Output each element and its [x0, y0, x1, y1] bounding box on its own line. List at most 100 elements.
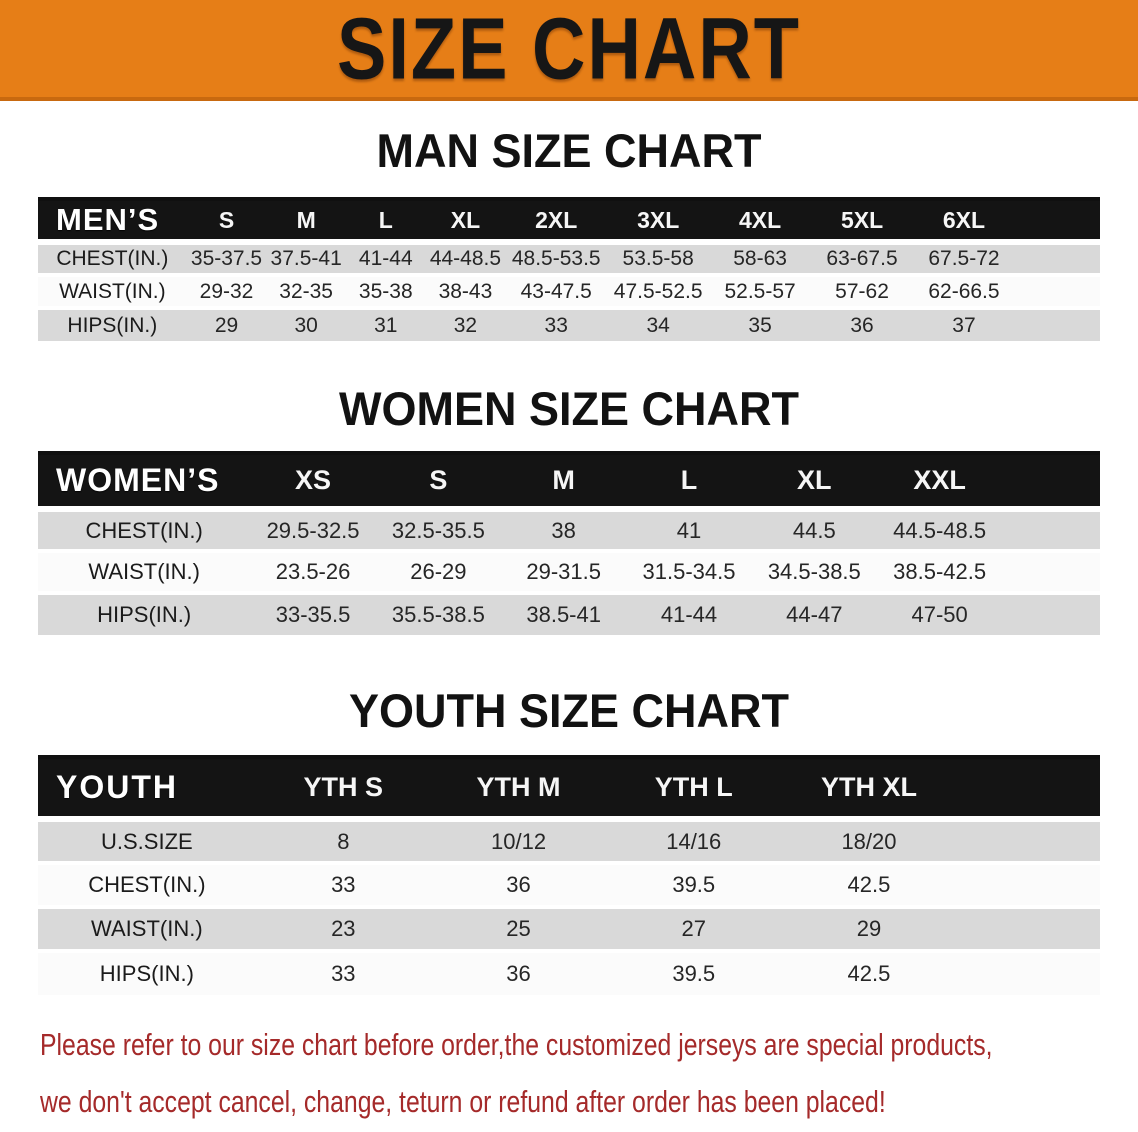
size-column-header: XS: [295, 465, 332, 495]
size-column-header: YTH S: [303, 772, 384, 802]
size-value-cell: 41-44: [660, 602, 718, 627]
size-value-cell: 23: [331, 916, 356, 941]
size-value-cell: 44-48.5: [429, 247, 502, 270]
size-column-header: YTH XL: [820, 772, 917, 802]
row-spacer: [957, 907, 1100, 951]
size-value-cell: 62-66.5: [928, 279, 1000, 303]
size-value-cell: 27: [681, 916, 706, 941]
size-value-cell: 14/16: [666, 828, 722, 854]
row-spacer: [957, 951, 1100, 995]
size-header-row: YOUTH YTH S YTH M YTH L YTH XL: [38, 757, 1100, 819]
header-spacer: [1015, 199, 1100, 242]
header-spacer: [957, 757, 1100, 819]
size-column-header: 6XL: [942, 206, 986, 233]
men-section-title: MAN SIZE CHART: [376, 123, 762, 178]
size-value-cell: 34: [646, 313, 670, 337]
size-column-header: L: [378, 206, 393, 233]
size-value-cell: 30: [294, 313, 318, 337]
row-label: CHEST(IN.): [85, 517, 203, 543]
size-value-cell: 67.5-72: [928, 247, 1000, 270]
disclaimer-line-2: we don't accept cancel, change, teturn o…: [40, 1083, 886, 1119]
measurement-row: WAIST(IN.) 23.5-26 26-29 29-31.5 31.5-34.5 34…: [38, 551, 1100, 593]
row-spacer: [1002, 593, 1100, 635]
size-column-header: S: [429, 465, 448, 495]
row-label: HIPS(IN.): [97, 602, 192, 627]
measurement-row: HIPS(IN.) 29 30 31 32 33 34 35 36 37: [38, 308, 1100, 341]
row-label: WAIST(IN.): [91, 916, 203, 941]
row-spacer: [1015, 275, 1100, 308]
size-value-cell: 18/20: [841, 828, 897, 854]
size-value-cell: 41-44: [358, 247, 413, 270]
size-value-cell: 10/12: [491, 828, 547, 854]
size-value-cell: 23.5-26: [275, 559, 351, 584]
size-value-cell: 29: [856, 916, 882, 941]
size-value-cell: 36: [506, 872, 531, 897]
size-value-cell: 47-50: [911, 602, 968, 627]
women-size-table: WOMEN’S XS S M L XL XXL CHEST(IN.) 29.5-32.5 32.5…: [38, 451, 1100, 635]
men-size-table: MEN’S S M L XL 2XL 3XL 4XL 5XL 6XL CHEST(IN.) 35-37…: [38, 197, 1100, 341]
disclaimer: Please refer to our size chart before or…: [40, 1023, 1138, 1125]
size-value-cell: 44-47: [786, 602, 843, 627]
size-value-cell: 35-37.5: [190, 247, 263, 270]
size-value-cell: 34.5-38.5: [767, 559, 861, 584]
size-value-cell: 52.5-57: [724, 279, 796, 303]
size-value-cell: 25: [506, 916, 531, 941]
measurement-row: HIPS(IN.) 33-35.5 35.5-38.5 38.5-41 41-44 44-…: [38, 593, 1100, 635]
size-column-header: 3XL: [637, 206, 680, 233]
size-value-cell: 31.5-34.5: [642, 559, 736, 584]
row-label: CHEST(IN.): [56, 247, 169, 270]
row-spacer: [957, 819, 1100, 863]
size-value-cell: 31: [374, 313, 398, 337]
size-column-header: L: [680, 465, 698, 495]
size-value-cell: 33: [331, 961, 356, 986]
size-value-cell: 39.5: [672, 961, 716, 986]
row-label: HIPS(IN.): [99, 961, 194, 986]
size-header-row: WOMEN’S XS S M L XL XXL: [38, 453, 1100, 509]
size-value-cell: 41: [676, 517, 702, 543]
row-label: U.S.SIZE: [101, 828, 193, 854]
size-value-cell: 35: [748, 313, 772, 337]
size-value-cell: 36: [850, 313, 874, 337]
size-column-header: YTH M: [476, 772, 561, 802]
size-value-cell: 47.5-52.5: [613, 279, 703, 303]
row-spacer: [1015, 242, 1100, 275]
disclaimer-line-1: Please refer to our size chart before or…: [40, 1027, 993, 1062]
size-value-cell: 37: [952, 313, 976, 337]
measurement-row: CHEST(IN.) 29.5-32.5 32.5-35.5 38 41 44.5 44.5…: [38, 509, 1100, 551]
size-value-cell: 32-35: [279, 279, 333, 303]
size-column-header: S: [218, 206, 235, 233]
size-value-cell: 44.5: [792, 517, 836, 543]
row-label: WAIST(IN.): [88, 559, 200, 584]
size-column-header: 2XL: [535, 206, 578, 233]
size-column-header: 5XL: [840, 206, 884, 233]
size-column-header: M: [296, 206, 316, 233]
size-value-cell: 44.5-48.5: [893, 517, 987, 543]
size-value-cell: 33-35.5: [275, 602, 351, 627]
section-youth: YOUTH SIZE CHART YOUTH YTH S YTH M YTH L YTH…: [0, 683, 1138, 995]
size-value-cell: 29-31.5: [526, 559, 601, 584]
youth-size-table: YOUTH YTH S YTH M YTH L YTH XL U.S.SIZE 8 10/12…: [38, 755, 1100, 995]
measurement-row: WAIST(IN.) 23 25 27 29: [38, 907, 1100, 951]
table-header-label: WOMEN’S: [56, 462, 220, 498]
size-value-cell: 33: [331, 872, 356, 897]
measurement-row: WAIST(IN.) 29-32 32-35 35-38 38-43 43-47.5 47.…: [38, 275, 1100, 308]
measurement-row: CHEST(IN.) 35-37.5 37.5-41 41-44 44-48.5 48.5…: [38, 242, 1100, 275]
size-column-header: 4XL: [739, 206, 782, 233]
table-header-label: YOUTH: [56, 769, 178, 805]
size-column-header: M: [552, 465, 575, 495]
size-value-cell: 29-32: [199, 279, 254, 303]
size-value-cell: 38.5-42.5: [893, 559, 987, 584]
measurement-row: CHEST(IN.) 33 36 39.5 42.5: [38, 863, 1100, 907]
row-spacer: [1002, 509, 1100, 551]
row-label: CHEST(IN.): [88, 872, 206, 897]
size-value-cell: 8: [337, 828, 350, 854]
table-header-label: MEN’S: [56, 202, 160, 237]
size-value-cell: 43-47.5: [520, 279, 592, 303]
size-value-cell: 37.5-41: [270, 247, 342, 270]
size-value-cell: 57-62: [835, 279, 889, 303]
size-value-cell: 36: [506, 961, 531, 986]
size-header-row: MEN’S S M L XL 2XL 3XL 4XL 5XL 6XL: [38, 199, 1100, 242]
size-value-cell: 38.5-41: [526, 602, 601, 627]
size-value-cell: 29.5-32.5: [266, 517, 360, 543]
page-title: SIZE CHART: [337, 0, 801, 98]
